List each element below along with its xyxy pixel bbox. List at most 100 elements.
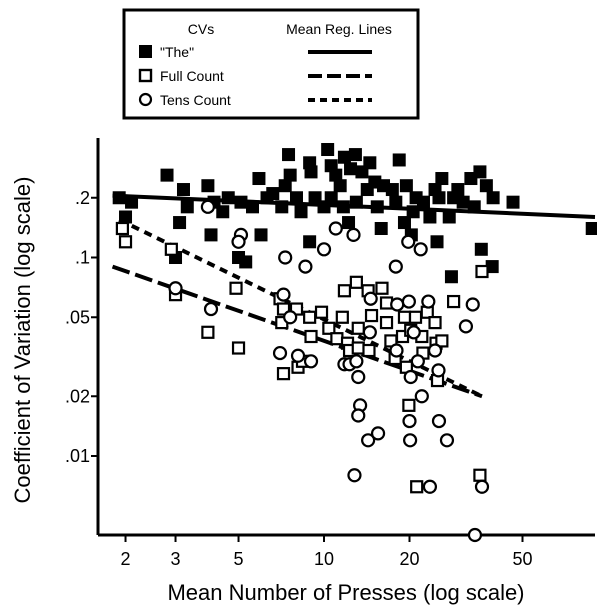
point-tens-count xyxy=(465,297,480,312)
point-the xyxy=(221,191,235,205)
point-full-count xyxy=(349,275,363,289)
point-full-count xyxy=(475,264,489,279)
point-tens-count xyxy=(467,527,483,543)
point-the xyxy=(125,195,139,209)
y-tick-label: .02 xyxy=(65,386,90,406)
data-points xyxy=(112,143,597,543)
point-full-count xyxy=(229,281,243,295)
point-the xyxy=(348,148,362,162)
point-the xyxy=(473,165,487,179)
point-tens-count xyxy=(389,343,404,358)
legend-header-cvs: CVs xyxy=(188,21,214,37)
point-full-count xyxy=(231,341,246,355)
point-tens-count xyxy=(361,433,376,448)
point-full-count xyxy=(314,305,329,319)
legend-label-the: "The" xyxy=(160,44,194,60)
point-the xyxy=(349,195,363,209)
point-tens-count xyxy=(328,221,343,236)
point-the xyxy=(246,200,260,214)
point-the xyxy=(278,179,292,193)
point-the xyxy=(399,179,413,193)
point-the xyxy=(385,183,399,197)
point-tens-count xyxy=(276,287,291,302)
point-the xyxy=(204,228,218,242)
y-tick-label: .1 xyxy=(75,248,90,268)
point-the xyxy=(456,195,470,209)
legend-marker-the xyxy=(139,45,152,58)
point-full-count xyxy=(322,321,336,335)
point-full-count xyxy=(164,242,178,256)
point-the xyxy=(275,200,289,214)
point-full-count xyxy=(410,480,424,494)
point-tens-count xyxy=(390,297,405,312)
point-the xyxy=(160,168,174,182)
x-axis-ticks: 2 3 5 10 20 50 xyxy=(121,535,533,569)
point-tens-count xyxy=(413,242,428,257)
point-the xyxy=(112,191,126,205)
point-tens-count xyxy=(388,259,403,274)
point-full-count xyxy=(276,367,291,381)
point-tens-count xyxy=(200,199,215,214)
point-the xyxy=(392,153,406,167)
point-full-count xyxy=(201,325,215,339)
point-full-count xyxy=(408,310,423,324)
point-the xyxy=(289,191,303,205)
point-full-count xyxy=(402,398,416,412)
point-the xyxy=(451,183,465,197)
point-the xyxy=(201,179,215,193)
legend-marker-full-count xyxy=(138,68,153,83)
point-the xyxy=(442,210,456,224)
point-the xyxy=(282,148,296,162)
point-full-count xyxy=(276,302,291,316)
point-the xyxy=(173,216,187,230)
point-tens-count xyxy=(290,348,306,363)
x-tick-label: 20 xyxy=(399,549,419,569)
point-the xyxy=(585,222,597,236)
point-the xyxy=(370,200,384,214)
point-tens-count xyxy=(414,389,429,404)
point-full-count xyxy=(115,221,129,236)
point-the xyxy=(506,195,520,209)
point-full-count xyxy=(428,315,442,330)
point-the xyxy=(252,172,266,186)
point-the xyxy=(317,200,331,214)
point-tens-count xyxy=(401,294,416,309)
point-full-count xyxy=(351,321,365,335)
point-tens-count xyxy=(422,479,438,494)
x-tick-label: 50 xyxy=(512,549,532,569)
point-tens-count xyxy=(203,301,219,317)
point-the xyxy=(304,165,318,179)
x-tick-label: 5 xyxy=(234,549,244,569)
point-the xyxy=(119,210,133,224)
y-tick-label: .01 xyxy=(65,446,90,466)
point-tens-count xyxy=(349,354,364,369)
point-the xyxy=(397,216,411,230)
point-full-count xyxy=(335,310,349,324)
point-tens-count xyxy=(303,354,319,369)
point-the xyxy=(430,235,444,249)
point-the xyxy=(479,179,493,193)
point-the xyxy=(294,205,308,219)
point-the xyxy=(336,200,350,214)
point-the xyxy=(321,143,335,157)
point-tens-count xyxy=(272,345,288,361)
legend-header-regression: Mean Reg. Lines xyxy=(286,21,392,37)
point-full-count xyxy=(364,308,379,323)
point-full-count xyxy=(330,332,344,346)
point-the xyxy=(344,162,358,176)
point-tens-count xyxy=(401,234,416,249)
y-axis-ticks: .01 .02 .05 .1 .2 xyxy=(65,188,98,466)
point-the xyxy=(337,150,351,164)
x-tick-label: 10 xyxy=(314,549,334,569)
legend-marker-tens-count xyxy=(138,92,153,107)
point-full-count xyxy=(362,343,376,358)
point-tens-count xyxy=(347,468,362,483)
point-full-count xyxy=(473,468,487,482)
point-tens-count xyxy=(431,413,447,429)
point-the xyxy=(374,222,388,236)
point-tens-count xyxy=(316,242,332,257)
x-tick-label: 3 xyxy=(171,549,181,569)
point-tens-count xyxy=(406,325,421,340)
